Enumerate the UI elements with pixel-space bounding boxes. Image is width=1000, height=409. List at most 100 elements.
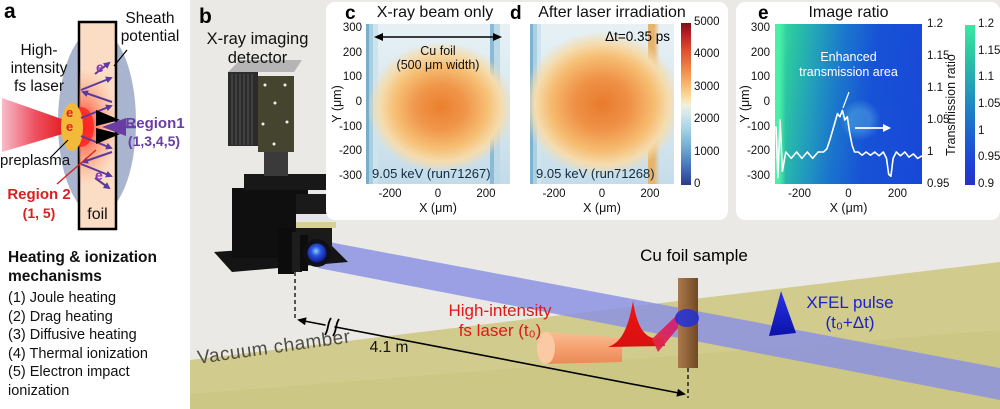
colorbar-tick-label: 1.1 bbox=[978, 71, 994, 84]
electron-symbol: e bbox=[96, 59, 104, 75]
x-tick-label: 200 bbox=[887, 188, 908, 200]
cu-foil-sample-label: Cu foil sample bbox=[640, 246, 748, 265]
laser-label: High- intensity fs laser bbox=[10, 42, 68, 95]
x-tick-label: 200 bbox=[640, 188, 660, 200]
panel-a-schematic bbox=[2, 20, 136, 231]
electron-symbol: e bbox=[66, 105, 74, 120]
mechanism-item: (3) Diffusive heating bbox=[8, 327, 137, 343]
region2-sublabel: (1, 5) bbox=[22, 205, 56, 221]
panel-e-xlabel: X (μm) bbox=[829, 201, 868, 215]
transmission-ratio-label: Transmission ratio bbox=[944, 54, 958, 156]
panel-b-letter: b bbox=[199, 5, 212, 28]
panel-c-ylabel: Y (μm) bbox=[330, 85, 344, 123]
y-tick-label: 300 bbox=[750, 22, 770, 34]
y-tick-label: 0 bbox=[763, 95, 770, 108]
x-tick-label: -200 bbox=[378, 188, 402, 200]
cu-foil-note-line2: (500 μm width) bbox=[396, 58, 480, 72]
transmission-profile-line bbox=[775, 109, 922, 179]
colorbar-e bbox=[965, 25, 975, 185]
panel-c-title: X-ray beam only bbox=[376, 4, 494, 21]
ratio-profile-overlay bbox=[775, 91, 922, 179]
x-tick-label: 200 bbox=[476, 188, 496, 200]
colorbar-tick-label: 1 bbox=[978, 124, 985, 137]
colorbar-tick-label: 4000 bbox=[694, 48, 720, 61]
distance-label: 4.1 m bbox=[369, 339, 409, 356]
y-tick-label: -300 bbox=[746, 169, 770, 182]
region1-black-arrow-bottom bbox=[96, 128, 120, 144]
preplasma-shape bbox=[61, 103, 83, 151]
y-tick-label: -300 bbox=[338, 169, 362, 182]
detector-label: X-ray imaging detector bbox=[206, 30, 309, 67]
right-axis-tick-label: 0.95 bbox=[927, 178, 950, 190]
xfel-pulse-shape bbox=[769, 291, 796, 336]
heatmap-c: Cu foil (500 μm width) 9.05 keV (run7126… bbox=[366, 24, 510, 184]
electron-symbol: e bbox=[66, 119, 74, 134]
panel-a: a High- intensity fs laser Sheath potent… bbox=[0, 0, 190, 409]
heatmap-d: Δt=0.35 ps 9.05 keV (run71268) bbox=[530, 24, 674, 184]
panel-e-yticks: 300 200 100 0 -100 -200 -300 bbox=[740, 22, 770, 182]
region1-label: Region1 bbox=[125, 115, 185, 132]
xfel-pulse-label: XFEL pulse (t₀+Δt) bbox=[806, 293, 894, 332]
y-tick-label: -100 bbox=[338, 120, 362, 133]
run-label-d: 9.05 keV (run71268) bbox=[536, 166, 655, 181]
experiment-schematic bbox=[190, 60, 1000, 409]
laser-cone bbox=[2, 98, 76, 152]
panel-d-letter: d bbox=[510, 3, 522, 24]
y-tick-label: -100 bbox=[746, 120, 770, 133]
sheath-potential-label: Sheath potential bbox=[120, 10, 180, 45]
panel-a-letter: a bbox=[4, 0, 16, 23]
colorbar-tick-label: 0 bbox=[694, 177, 701, 190]
colorbar-tick-label: 1000 bbox=[694, 145, 720, 158]
x-tick-label: 0 bbox=[434, 188, 442, 200]
beam-spot-on-foil bbox=[675, 309, 699, 327]
region2-label: Region 2 bbox=[7, 186, 71, 203]
right-axis-tick-label: 1 bbox=[927, 146, 934, 158]
annotation-pointer-line bbox=[842, 91, 850, 109]
panel-c-xticks: -200 0 200 bbox=[366, 188, 510, 200]
mechanism-item: (1) Joule heating bbox=[8, 290, 117, 306]
y-tick-label: 100 bbox=[342, 71, 362, 84]
colorbar-cd-ticks: 5000 4000 3000 2000 1000 0 bbox=[694, 16, 728, 190]
colorbar-tick-label: 1.05 bbox=[978, 97, 1000, 110]
x-tick-label: -200 bbox=[788, 188, 812, 200]
preplasma-label: preplasma bbox=[0, 152, 71, 169]
run-label-c: 9.05 keV (run71267) bbox=[372, 166, 491, 181]
right-axis-tick-label: 1.2 bbox=[927, 18, 943, 30]
x-tick-label: 0 bbox=[845, 188, 852, 200]
panel-e-title: Image ratio bbox=[808, 4, 889, 21]
heatmap-e: Enhanced transmission area bbox=[775, 24, 922, 184]
right-axis-tick-label: 1.1 bbox=[927, 82, 943, 94]
panel-c-letter: c bbox=[345, 3, 356, 24]
region1-purple-arrow bbox=[102, 118, 126, 136]
enhanced-area-label: Enhanced transmission area bbox=[799, 50, 898, 79]
colorbar-cd bbox=[681, 23, 691, 185]
preplasma-pointer-line bbox=[49, 139, 69, 159]
colorbar-tick-label: 2000 bbox=[694, 113, 720, 126]
mechanism-item: (4) Thermal ionization bbox=[8, 345, 148, 362]
y-tick-label: 300 bbox=[342, 22, 362, 34]
mechanisms-list: (1) Joule heating (2) Drag heating (3) Dif… bbox=[8, 289, 192, 400]
colorbar-tick-label: 0.95 bbox=[978, 151, 1000, 164]
panel-e-ylabel: Y (μm) bbox=[738, 85, 752, 123]
right-axis-tick-label: 1.15 bbox=[927, 50, 950, 62]
panel-d-xticks: -200 0 200 bbox=[530, 188, 674, 200]
right-axis-tick-label: 1.05 bbox=[927, 114, 950, 126]
y-tick-label: 100 bbox=[750, 71, 770, 84]
colorbar-tick-label: 3000 bbox=[694, 80, 720, 93]
distance-arrow bbox=[297, 317, 686, 397]
colorbar-tick-label: 1.15 bbox=[978, 44, 1000, 57]
panel-c-xlabel: X (μm) bbox=[419, 201, 457, 215]
region2-pointer-line bbox=[56, 149, 97, 185]
foil-label: foil bbox=[87, 206, 108, 223]
y-tick-label: -200 bbox=[746, 145, 770, 158]
delay-label: Δt=0.35 ps bbox=[605, 29, 670, 44]
panel-e-xticks: -200 0 200 bbox=[775, 188, 922, 200]
panel-e-letter: e bbox=[758, 3, 769, 24]
colorbar-e-ticks: 1.2 1.15 1.1 1.05 1 0.95 0.9 bbox=[978, 18, 1000, 190]
mechanism-item: (5) Electron impact ionization bbox=[8, 364, 130, 399]
cu-foil-note-line1: Cu foil bbox=[420, 44, 456, 58]
y-tick-label: 200 bbox=[342, 46, 362, 59]
mechanism-item: (2) Drag heating bbox=[8, 308, 113, 325]
panel-e-right-axis-ticks: 1.2 1.15 1.1 1.05 1 0.95 bbox=[927, 18, 957, 190]
